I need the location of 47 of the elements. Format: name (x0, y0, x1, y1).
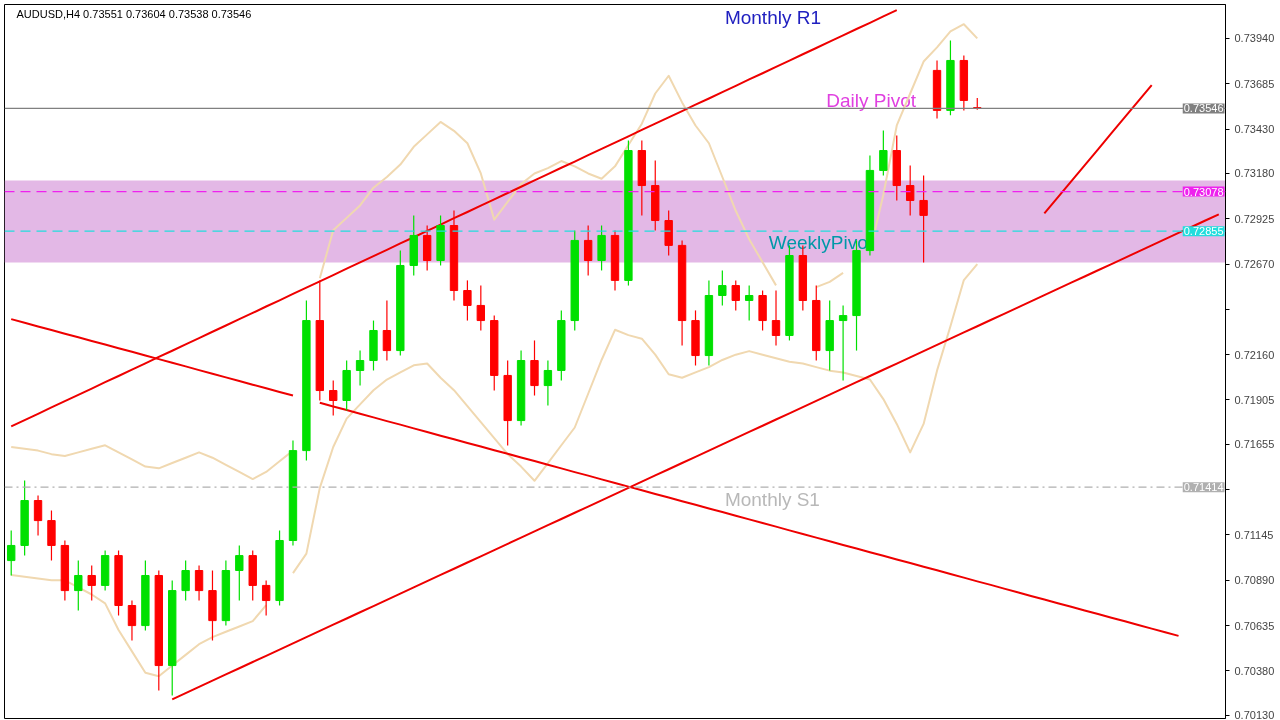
candlestick (261, 579, 271, 617)
y-tick-label: 0.70130 (1234, 709, 1275, 720)
ref-line-label: 0.73546 (1183, 102, 1224, 115)
y-tick-label: 0.70890 (1234, 574, 1275, 587)
candlestick (194, 564, 204, 602)
candlestick (543, 359, 553, 407)
y-tick-label: 0.73430 (1234, 123, 1275, 136)
candlestick (838, 304, 848, 382)
candlestick (87, 564, 96, 602)
candlestick (879, 129, 888, 177)
candlestick (382, 299, 392, 362)
y-tick-label: 0.71655 (1234, 438, 1275, 451)
y-tick-label: 0.71905 (1234, 393, 1275, 406)
line-series (1043, 84, 1153, 215)
candlestick (235, 544, 244, 602)
ref-line-label: 0.73078 (1183, 185, 1224, 198)
candlestick (127, 599, 137, 642)
annotation: Monthly R1 (724, 6, 821, 28)
candlestick (329, 379, 338, 417)
y-tick-label: 0.73180 (1234, 167, 1275, 180)
y-tick-label: 0.73940 (1234, 32, 1275, 45)
candlestick (906, 164, 915, 216)
candlestick (583, 224, 593, 277)
candlestick (744, 284, 754, 322)
y-tick-label: 0.72670 (1234, 258, 1275, 271)
ref-line-label: 0.72855 (1183, 225, 1224, 238)
candlestick (718, 269, 727, 307)
candlestick (476, 284, 486, 332)
candlestick (463, 279, 472, 322)
y-tick-label: 0.71145 (1234, 528, 1274, 541)
annotation: Monthly S1 (724, 488, 820, 510)
candlestick (771, 289, 781, 347)
candlestick (355, 349, 365, 387)
candlestick (7, 529, 16, 577)
ref-line-label: 0.71414 (1183, 481, 1224, 494)
chart-title: AUDUSD,H4 0.73551 0.73604 0.73538 0.73546 (16, 7, 252, 20)
y-tick-label: 0.72160 (1234, 348, 1275, 361)
annotation: Daily Pivot (826, 90, 917, 112)
candlestick (919, 174, 928, 264)
candlestick (74, 559, 83, 612)
candlestick (181, 559, 190, 602)
y-tick-label: 0.70380 (1234, 664, 1275, 677)
candlestick (731, 279, 740, 312)
y-tick-label: 0.72925 (1234, 212, 1275, 225)
y-tick-label: 0.70635 (1234, 619, 1275, 632)
y-tick-label: 0.73685 (1234, 77, 1275, 90)
candlestick (33, 494, 43, 537)
